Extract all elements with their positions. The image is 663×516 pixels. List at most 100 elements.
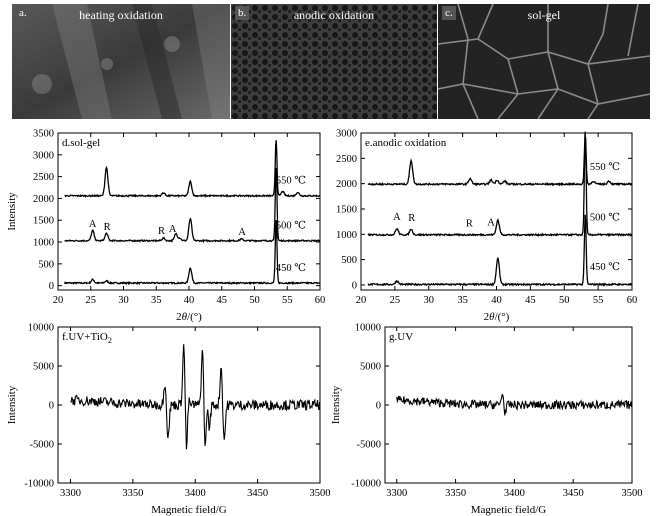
y-tick-label: 2500	[33, 172, 54, 183]
y-axis-label: Intensity	[330, 385, 342, 424]
series-line-550	[64, 140, 320, 199]
chart-d: 20 25 30 35 40 45 50 55 60 0 500 1000 1500 2000 2500 30…	[6, 129, 325, 324]
x-axis-label-part: 2	[484, 311, 490, 323]
x-tick-label: 3500	[622, 488, 643, 499]
phase-annotation: R	[104, 222, 111, 233]
phase-annotation: A	[487, 218, 495, 229]
x-tick-label: 35	[151, 295, 162, 306]
x-tick-label: 3350	[122, 488, 143, 499]
y-tick-label: 2000	[336, 179, 357, 190]
x-tick-label: 25	[86, 295, 97, 306]
x-tick-label: 60	[315, 295, 326, 306]
phase-annotation: R	[158, 226, 165, 237]
panel-tag: a.	[16, 6, 30, 20]
x-axis-label: 2θ/(°)	[484, 311, 510, 323]
epr-spectrum-line	[70, 344, 321, 450]
x-tick-label: 3400	[185, 488, 206, 499]
plot-frame	[384, 326, 633, 484]
panel-tag: b.	[235, 6, 250, 20]
panel-caption: heating oxidation	[79, 8, 163, 22]
y-tick-label: 1000	[336, 230, 357, 241]
chart-g: 3300 3350 3400 3450 3500 -10000 -5000 0 5000 1000…	[330, 323, 643, 516]
y-tick-label: -5000	[357, 440, 382, 451]
x-tick-label: 30	[118, 295, 129, 306]
y-tick-label: 0	[49, 401, 54, 412]
y-tick-label: 0	[49, 281, 54, 292]
series-label: 450 ℃	[590, 262, 620, 273]
series-line-550	[367, 134, 632, 187]
y-tick-label: 3000	[336, 129, 357, 140]
y-tick-label: 500	[341, 255, 357, 266]
sem-heating-oxidation-texture	[12, 4, 230, 119]
y-axis-label: Intensity	[6, 192, 18, 231]
y-tick-label: 2000	[33, 194, 54, 205]
x-tick-label: 3350	[445, 488, 466, 499]
series-line-450	[63, 220, 321, 286]
x-tick-label: 35	[457, 295, 468, 306]
phase-annotation: R	[408, 213, 415, 224]
x-axis-label: Magnetic field/G	[151, 504, 227, 516]
sem-sol-gel-cracks	[438, 4, 650, 119]
x-tick-label: 3450	[563, 488, 584, 499]
chart-title: f.UV+TiO2	[62, 331, 112, 345]
y-tick-label: 10000	[355, 323, 381, 334]
x-tick-label: 3500	[310, 488, 331, 499]
y-tick-label: 2500	[336, 154, 357, 165]
y-tick-label: -10000	[351, 479, 381, 490]
series-line-500	[367, 131, 633, 238]
series-line-450	[367, 214, 633, 287]
series-label: 450 ℃	[276, 263, 306, 274]
sem-image-c: c. sol-gel	[438, 4, 650, 119]
chart-title: e.anodic oxidation	[365, 137, 447, 149]
x-tick-label: 40	[491, 295, 502, 306]
x-axis-label-part: /(°)	[495, 311, 510, 323]
y-tick-label: 500	[38, 259, 54, 270]
y-tick-label: 3000	[33, 150, 54, 161]
x-tick-label: 3450	[247, 488, 268, 499]
x-tick-label: 50	[559, 295, 570, 306]
y-tick-label: 1000	[33, 238, 54, 249]
x-tick-label: 3300	[386, 488, 407, 499]
series-label: 550 ℃	[276, 176, 306, 187]
y-tick-label: -10000	[24, 479, 54, 490]
chart-f: 3300 3350 3400 3450 3500 -10000 -5000 0 5000 1000…	[6, 323, 331, 516]
y-tick-label: 1500	[336, 204, 357, 215]
x-axis-label-part: 2	[176, 311, 182, 323]
x-tick-label: 45	[525, 295, 536, 306]
x-tick-label: 3400	[504, 488, 525, 499]
y-tick-label: 0	[352, 280, 357, 291]
x-axis-label: Magnetic field/G	[471, 504, 547, 516]
chart-e: 20 25 30 35 40 45 50 55 60 0 500 1000 1500 2000 2500 30…	[336, 129, 637, 324]
panel-tag: c.	[442, 6, 456, 20]
chart-title: d.sol-gel	[62, 137, 100, 149]
y-tick-label: -5000	[30, 440, 55, 451]
y-axis-label: Intensity	[6, 385, 18, 424]
sem-anodic-oxidation-texture	[231, 4, 437, 119]
panel-caption: anodic oxidation	[293, 8, 375, 22]
series-label: 500 ℃	[590, 213, 620, 224]
y-tick-label: 5000	[33, 362, 54, 373]
phase-annotation: A	[238, 227, 246, 238]
x-tick-label: 40	[184, 295, 195, 306]
panel-caption: sol-gel	[527, 8, 561, 22]
series-label: 500 ℃	[276, 221, 306, 232]
x-tick-label: 25	[390, 295, 401, 306]
phase-annotation: A	[169, 224, 177, 235]
epr-spectrum-line	[396, 393, 633, 416]
x-tick-label: 50	[249, 295, 260, 306]
x-axis-label-part: /(°)	[187, 311, 202, 323]
y-tick-label: 0	[376, 401, 381, 412]
x-tick-label: 3300	[60, 488, 81, 499]
x-tick-label: 55	[593, 295, 604, 306]
x-tick-label: 45	[217, 295, 228, 306]
x-tick-label: 60	[627, 295, 638, 306]
series-line-500	[64, 167, 321, 244]
y-tick-label: 10000	[28, 323, 54, 334]
x-tick-label: 30	[424, 295, 435, 306]
x-tick-label: 20	[356, 295, 367, 306]
phase-annotation: A	[393, 212, 401, 223]
x-axis-label-part: θ	[182, 311, 188, 323]
x-tick-label: 55	[282, 295, 293, 306]
y-tick-label: 5000	[360, 362, 381, 373]
